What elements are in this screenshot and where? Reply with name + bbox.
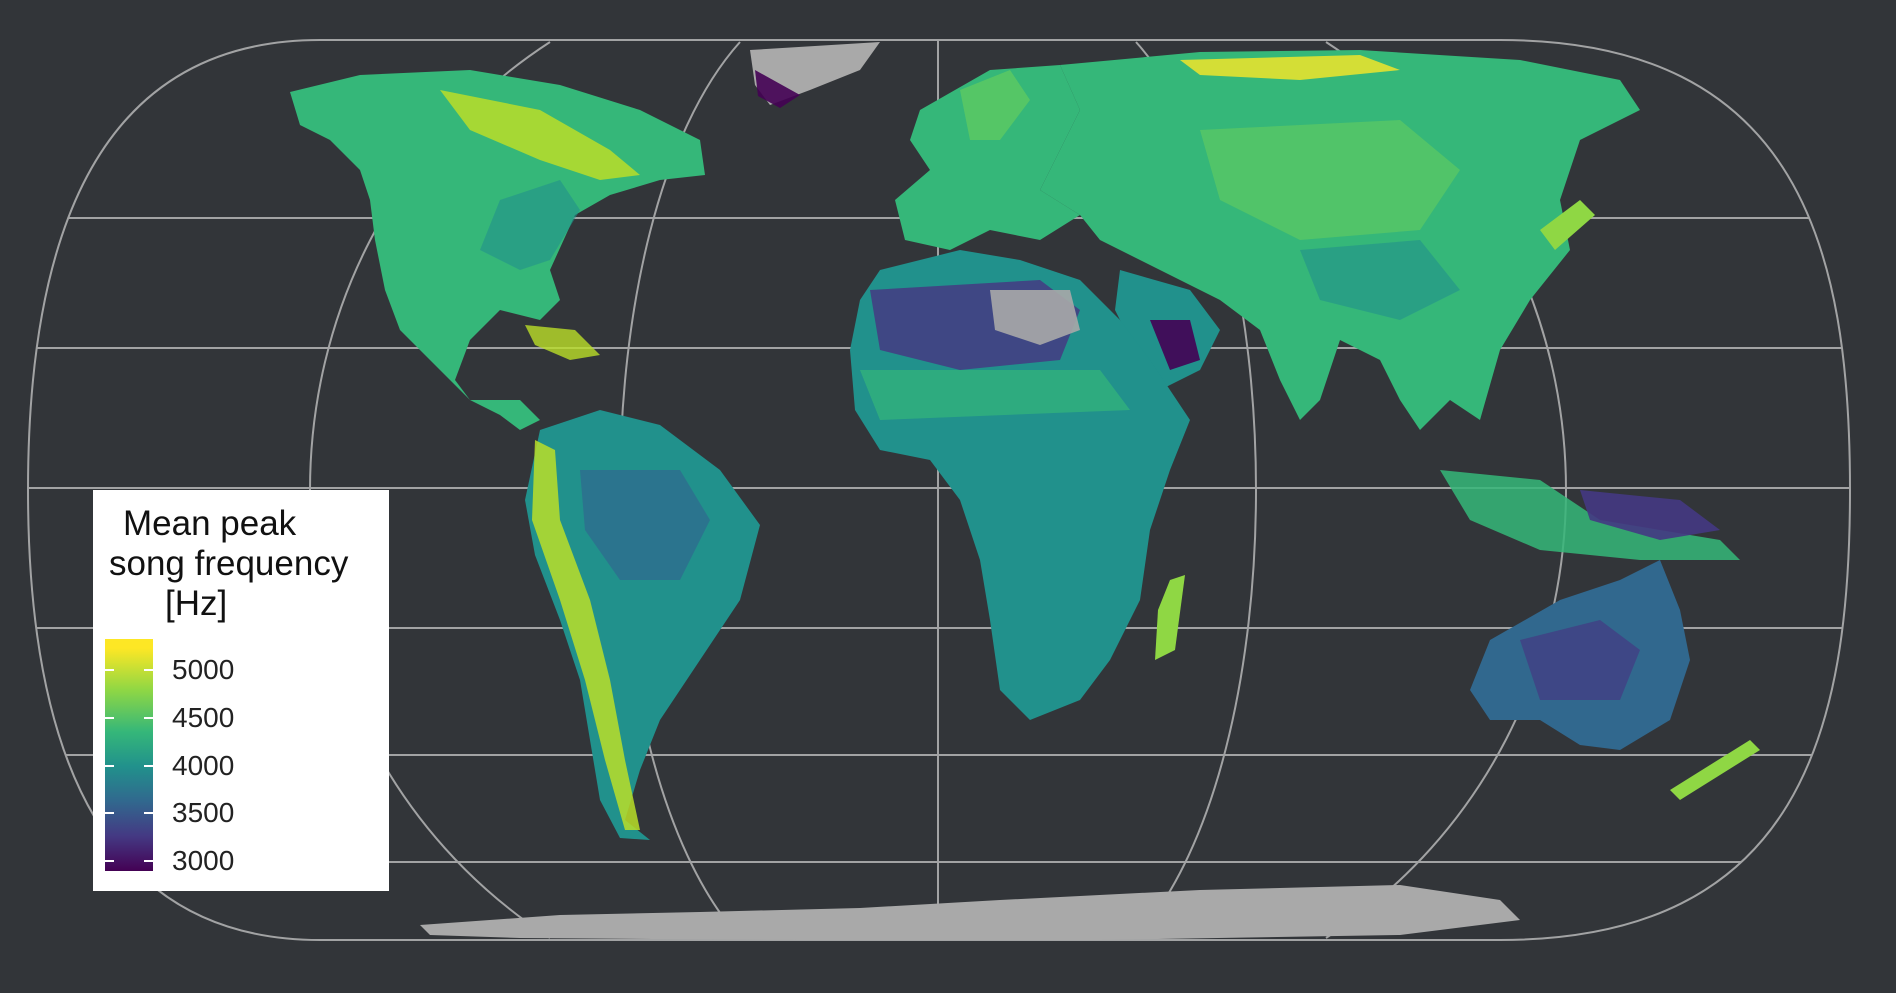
- legend-tick-label: 5000: [172, 654, 235, 685]
- legend-tick: [105, 765, 114, 767]
- new-guinea: [1580, 490, 1720, 540]
- australia-interior: [1520, 620, 1640, 700]
- scandinavia: [960, 70, 1030, 140]
- antarctica-landmass: [420, 885, 1520, 940]
- sahel-band: [860, 370, 1130, 420]
- arabia-low-frequency: [1150, 320, 1200, 370]
- color-legend: Mean peak song frequency [Hz] 5000 4500 …: [93, 490, 389, 891]
- legend-tick: [105, 669, 114, 671]
- central-asia: [1200, 120, 1460, 240]
- andes-high-frequency: [532, 440, 640, 830]
- siberia-high-frequency: [1180, 55, 1400, 80]
- madagascar: [1155, 575, 1185, 660]
- greenland-coast: [755, 70, 800, 108]
- himalaya-region: [1300, 240, 1460, 320]
- japan: [1540, 200, 1595, 250]
- legend-title-line: Mean peak: [123, 504, 297, 543]
- legend-title-line: song frequency: [109, 544, 349, 583]
- amazon-basin: [580, 470, 710, 580]
- legend-title-line: [Hz]: [165, 584, 228, 623]
- legend-title: Mean peak song frequency [Hz]: [105, 504, 385, 624]
- legend-tick: [105, 812, 114, 814]
- legend-tick: [144, 717, 153, 719]
- land-masses: [290, 42, 1760, 940]
- legend-tick: [144, 860, 153, 862]
- africa-landmass: [850, 250, 1190, 720]
- usa-east: [480, 180, 580, 270]
- legend-colorbar: [105, 639, 153, 871]
- globe-outline: [26, 39, 1852, 941]
- legend-tick: [144, 669, 153, 671]
- new-zealand: [1670, 740, 1760, 800]
- legend-tick-label: 3000: [172, 845, 235, 876]
- asia-landmass: [1040, 50, 1640, 430]
- legend-tick-label: 3500: [172, 797, 235, 828]
- europe-landmass: [895, 65, 1080, 250]
- sahara-no-data: [990, 290, 1080, 345]
- caribbean-islands: [525, 325, 600, 360]
- legend-tick: [144, 812, 153, 814]
- legend-tick: [105, 860, 114, 862]
- legend-tick: [144, 765, 153, 767]
- legend-tick-label: 4000: [172, 750, 235, 781]
- legend-tick-label: 4500: [172, 702, 235, 733]
- canada-high-frequency: [440, 90, 640, 180]
- legend-tick: [105, 717, 114, 719]
